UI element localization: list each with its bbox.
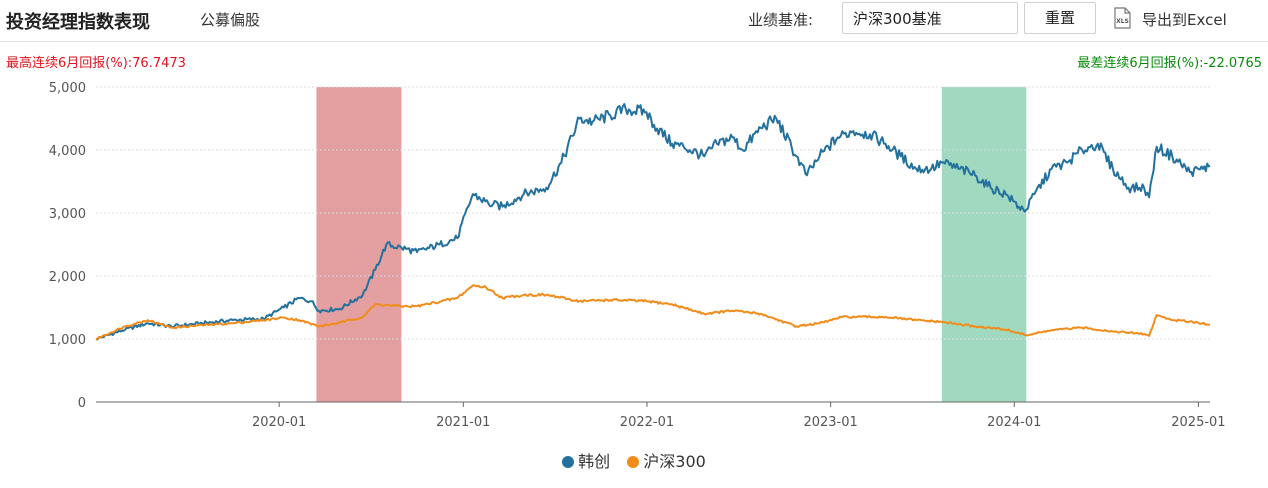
best-period-band — [316, 87, 402, 402]
y-tick-label: 3,000 — [49, 207, 86, 222]
series-line-hs300[interactable] — [95, 284, 1211, 340]
index-performance-chart[interactable]: 0 1,000 2,000 3,000 4,000 5,000 2020-01 2021-01… — [0, 72, 1268, 442]
x-tick-label: 2020-01 — [252, 415, 306, 430]
best-6m-return: 最高连续6月回报(%):76.7473 — [6, 52, 186, 71]
legend-item-series-b[interactable]: 沪深300 — [627, 448, 706, 472]
legend-item-series-a[interactable]: 韩创 — [562, 448, 610, 472]
legend-dot-series-b — [627, 456, 640, 468]
chart-legend: 韩创 沪深300 — [0, 448, 1268, 478]
x-tick-label: 2023-01 — [803, 415, 857, 430]
y-tick-label: 4,000 — [49, 144, 86, 159]
header-bar: 投资经理指数表现 公募偏股 业绩基准: 重置 XLS 导出到Excel — [0, 0, 1268, 42]
worst-6m-return: 最差连续6月回报(%):-22.0765 — [1077, 52, 1262, 71]
x-tick-label: 2021-01 — [436, 415, 490, 430]
y-tick-label: 1,000 — [49, 333, 86, 348]
series-line-hanchuang[interactable] — [95, 103, 1211, 341]
worst-6m-label: 最差连续6月回报(%): — [1077, 56, 1204, 71]
benchmark-label: 业绩基准: — [748, 11, 814, 29]
page-title: 投资经理指数表现 — [6, 12, 150, 33]
legend-label-series-a: 韩创 — [578, 452, 611, 471]
x-tick-label: 2025-01 — [1171, 415, 1225, 430]
svg-text:XLS: XLS — [1116, 18, 1129, 25]
reset-button[interactable]: 重置 — [1024, 2, 1096, 34]
y-tick-label: 2,000 — [49, 270, 86, 285]
worst-period-band — [941, 87, 1027, 402]
best-6m-label: 最高连续6月回报(%): — [6, 56, 133, 71]
worst-6m-value: -22.0765 — [1203, 56, 1262, 71]
benchmark-input[interactable] — [842, 2, 1018, 34]
legend-label-series-b: 沪深300 — [643, 452, 706, 471]
best-6m-value: 76.7473 — [132, 56, 186, 71]
export-label: 导出到Excel — [1142, 11, 1227, 29]
y-tick-label: 0 — [78, 396, 86, 411]
xls-file-icon: XLS — [1114, 7, 1131, 29]
x-tick-label: 2024-01 — [987, 415, 1041, 430]
x-tick-label: 2022-01 — [620, 415, 674, 430]
category-tab[interactable]: 公募偏股 — [200, 11, 261, 29]
legend-dot-series-a — [562, 456, 575, 468]
y-tick-label: 5,000 — [49, 81, 86, 96]
